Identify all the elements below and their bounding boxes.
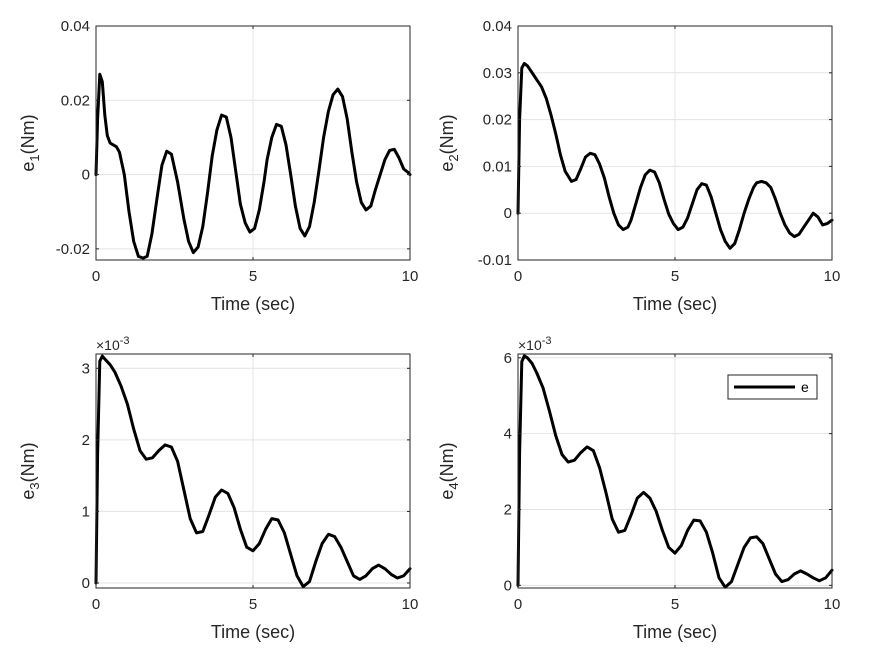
y-tick-label-1-1: 0 bbox=[82, 167, 90, 184]
x-axis-label-2: Time (sec) bbox=[633, 294, 717, 314]
y-axis-label-sub-3: 3 bbox=[27, 482, 42, 489]
y-axis-label-2: e2(Nm) bbox=[437, 114, 461, 171]
y-tick-label-3-3: 3 bbox=[82, 360, 90, 377]
x-tick-label-4-0: 0 bbox=[514, 596, 522, 613]
series-line-1-e bbox=[94, 72, 412, 260]
x-axis-label-1: Time (sec) bbox=[211, 294, 295, 314]
y-tick-label-3-2: 2 bbox=[82, 432, 90, 449]
series-line-4-e bbox=[516, 354, 834, 589]
x-tick-label-1-0: 0 bbox=[92, 268, 100, 285]
x-tick-label-1-1: 5 bbox=[249, 268, 257, 285]
y-tick-label-2-4: 0.03 bbox=[483, 65, 512, 82]
y-tick-label-1-3: 0.04 bbox=[61, 18, 90, 35]
y-axis-label-1: e1(Nm) bbox=[18, 114, 42, 171]
y-tick-label-2-2: 0.01 bbox=[483, 158, 512, 175]
y-tick-label-4-2: 4 bbox=[504, 426, 512, 443]
y-exponent-3: ×10-3 bbox=[96, 335, 130, 353]
y-axis-label-unit-2: (Nm) bbox=[437, 114, 457, 154]
x-tick-label-3-0: 0 bbox=[92, 596, 100, 613]
x-axis-label-4: Time (sec) bbox=[633, 622, 717, 642]
y-axis-label-3: e3(Nm) bbox=[18, 442, 42, 499]
series-line-3-e bbox=[94, 354, 412, 589]
y-tick-label-4-1: 2 bbox=[504, 501, 512, 518]
y-tick-label-2-3: 0.02 bbox=[483, 112, 512, 129]
y-exponent-power-3: -3 bbox=[120, 335, 130, 347]
y-axis-label-unit-3: (Nm) bbox=[18, 442, 38, 482]
legend-label-4: e bbox=[801, 379, 809, 395]
x-tick-label-3-2: 10 bbox=[402, 596, 419, 613]
y-tick-label-2-1: 0 bbox=[504, 205, 512, 222]
y-exponent-base-3: ×10 bbox=[96, 337, 120, 353]
y-tick-label-1-0: -0.02 bbox=[56, 241, 90, 258]
x-tick-label-1-2: 10 bbox=[402, 268, 419, 285]
y-axis-label-4: e4(Nm) bbox=[437, 442, 461, 499]
y-axis-label-sub-4: 4 bbox=[446, 482, 461, 489]
y-axis-label-main-3: e bbox=[18, 490, 38, 500]
y-tick-label-3-0: 0 bbox=[82, 575, 90, 592]
x-tick-label-4-2: 10 bbox=[824, 596, 841, 613]
y-axis-label-unit-4: (Nm) bbox=[437, 442, 457, 482]
x-tick-label-2-0: 0 bbox=[514, 268, 522, 285]
y-axis-label-unit-1: (Nm) bbox=[18, 114, 38, 154]
y-tick-label-4-0: 0 bbox=[504, 577, 512, 594]
y-axis-label-main-2: e bbox=[437, 162, 457, 172]
y-exponent-4: ×10-3 bbox=[518, 335, 552, 353]
y-axis-label-sub-2: 2 bbox=[446, 154, 461, 161]
x-tick-label-4-1: 5 bbox=[671, 596, 679, 613]
x-axis-label-3: Time (sec) bbox=[211, 622, 295, 642]
legend-4: e bbox=[727, 374, 818, 400]
y-exponent-base-4: ×10 bbox=[518, 337, 542, 353]
y-axis-label-main-1: e bbox=[18, 162, 38, 172]
y-tick-label-3-1: 1 bbox=[82, 503, 90, 520]
y-tick-label-2-0: -0.01 bbox=[478, 252, 512, 269]
y-axis-label-main-4: e bbox=[437, 490, 457, 500]
x-tick-label-2-2: 10 bbox=[824, 268, 841, 285]
y-exponent-power-4: -3 bbox=[542, 335, 552, 347]
series-line-2-e bbox=[516, 61, 834, 250]
x-tick-label-3-1: 5 bbox=[249, 596, 257, 613]
y-tick-label-1-2: 0.02 bbox=[61, 92, 90, 109]
y-tick-label-4-3: 6 bbox=[504, 350, 512, 367]
y-axis-label-sub-1: 1 bbox=[27, 154, 42, 161]
y-tick-label-2-5: 0.04 bbox=[483, 18, 512, 35]
x-tick-label-2-1: 5 bbox=[671, 268, 679, 285]
